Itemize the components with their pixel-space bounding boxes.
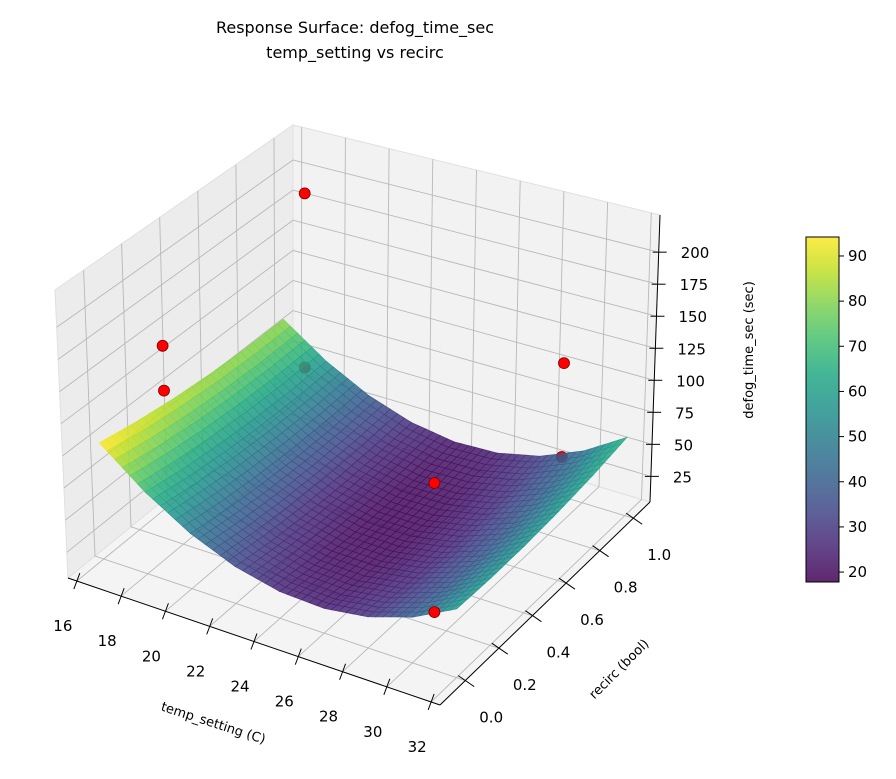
axes: 16 18 20 22 24 26 28 30 32 0.0 0.2 0.4 0.6 0.8 1.0 25 50… bbox=[53, 214, 710, 756]
colorbar: 20 30 40 50 60 70 80 90 bbox=[805, 236, 867, 583]
x-tick-label: 32 bbox=[408, 738, 427, 756]
chart-title-line1: Response Surface: defog_time_sec bbox=[216, 18, 494, 38]
z-grid-line bbox=[57, 189, 658, 360]
y-tick bbox=[525, 610, 542, 623]
z-tick-label: 100 bbox=[676, 372, 705, 390]
x-tick-label: 16 bbox=[53, 617, 72, 635]
z-grid-line bbox=[59, 219, 657, 392]
chart-title-line2: temp_setting vs recirc bbox=[266, 43, 444, 63]
x-tick bbox=[73, 572, 81, 590]
colorbar-tick-label: 50 bbox=[848, 428, 867, 446]
x-tick bbox=[339, 663, 347, 680]
y-tick-label: 0.8 bbox=[614, 579, 638, 597]
x-tick bbox=[117, 587, 125, 605]
z-tick-label: 200 bbox=[681, 244, 710, 262]
x-tick-label: 22 bbox=[186, 662, 205, 680]
data-point bbox=[298, 187, 311, 200]
x-tick-label: 24 bbox=[230, 678, 249, 696]
y-tick-label: 0.4 bbox=[546, 644, 570, 662]
response-surface bbox=[98, 318, 629, 618]
y-tick-label: 1.0 bbox=[647, 546, 671, 564]
y-tick bbox=[491, 642, 509, 655]
y-tick-label: 0.2 bbox=[513, 676, 537, 694]
x-tick-label: 28 bbox=[319, 708, 338, 726]
z-grid-line bbox=[56, 159, 659, 328]
y-tick-label: 0.6 bbox=[580, 611, 604, 629]
x-grid-line bbox=[430, 212, 652, 703]
colorbar-tick-label: 60 bbox=[848, 382, 867, 400]
data-point bbox=[156, 339, 169, 352]
x-tick bbox=[161, 603, 169, 620]
z-tick-label: 50 bbox=[674, 436, 693, 454]
x-tick-label: 18 bbox=[98, 632, 117, 650]
z-tick-label: 150 bbox=[678, 308, 707, 326]
x-tick bbox=[427, 693, 435, 711]
x-tick bbox=[206, 618, 214, 635]
colorbar-gradient bbox=[806, 237, 839, 582]
y-tick bbox=[457, 675, 475, 688]
z-tick-label: 25 bbox=[673, 468, 692, 486]
colorbar-frame bbox=[805, 236, 840, 583]
y-axis-label: recirc (bool) bbox=[587, 637, 653, 703]
x-tick-label: 20 bbox=[142, 647, 161, 665]
y-tick bbox=[625, 512, 643, 525]
x-tick bbox=[250, 633, 258, 650]
x-tick-label: 26 bbox=[275, 693, 294, 711]
colorbar-tick-label: 70 bbox=[848, 337, 867, 355]
x-tick bbox=[383, 678, 391, 696]
y-tick bbox=[592, 545, 609, 558]
colorbar-tick-label: 20 bbox=[848, 563, 867, 581]
y-grid-line bbox=[83, 270, 466, 682]
colorbar-tick-label: 30 bbox=[848, 518, 867, 536]
z-grid-line bbox=[62, 280, 655, 457]
colorbar-tick-label: 40 bbox=[848, 473, 867, 491]
data-point bbox=[428, 477, 441, 489]
z-tick-label: 175 bbox=[680, 276, 709, 294]
scatter-points bbox=[156, 187, 570, 618]
surface-facet bbox=[448, 603, 464, 611]
data-point bbox=[428, 606, 441, 618]
x-tick-label: 30 bbox=[363, 723, 382, 741]
data-point bbox=[158, 384, 170, 397]
data-point bbox=[558, 357, 570, 370]
z-axis-label: defog_time_sec (sec) bbox=[742, 281, 757, 419]
z-axis-line bbox=[649, 214, 661, 503]
colorbar-tick-label: 90 bbox=[848, 247, 867, 265]
x-axis-label: temp_setting (C) bbox=[159, 700, 267, 748]
y-tick-label: 0.0 bbox=[479, 709, 503, 727]
z-grid-line bbox=[60, 249, 656, 425]
colorbar-tick-label: 80 bbox=[848, 292, 867, 310]
z-tick-label: 75 bbox=[675, 404, 694, 422]
z-tick-label: 125 bbox=[677, 340, 706, 358]
y-tick bbox=[558, 577, 576, 590]
x-grid-line bbox=[386, 202, 609, 688]
x-tick bbox=[294, 648, 302, 665]
y-axis-line bbox=[439, 501, 651, 706]
